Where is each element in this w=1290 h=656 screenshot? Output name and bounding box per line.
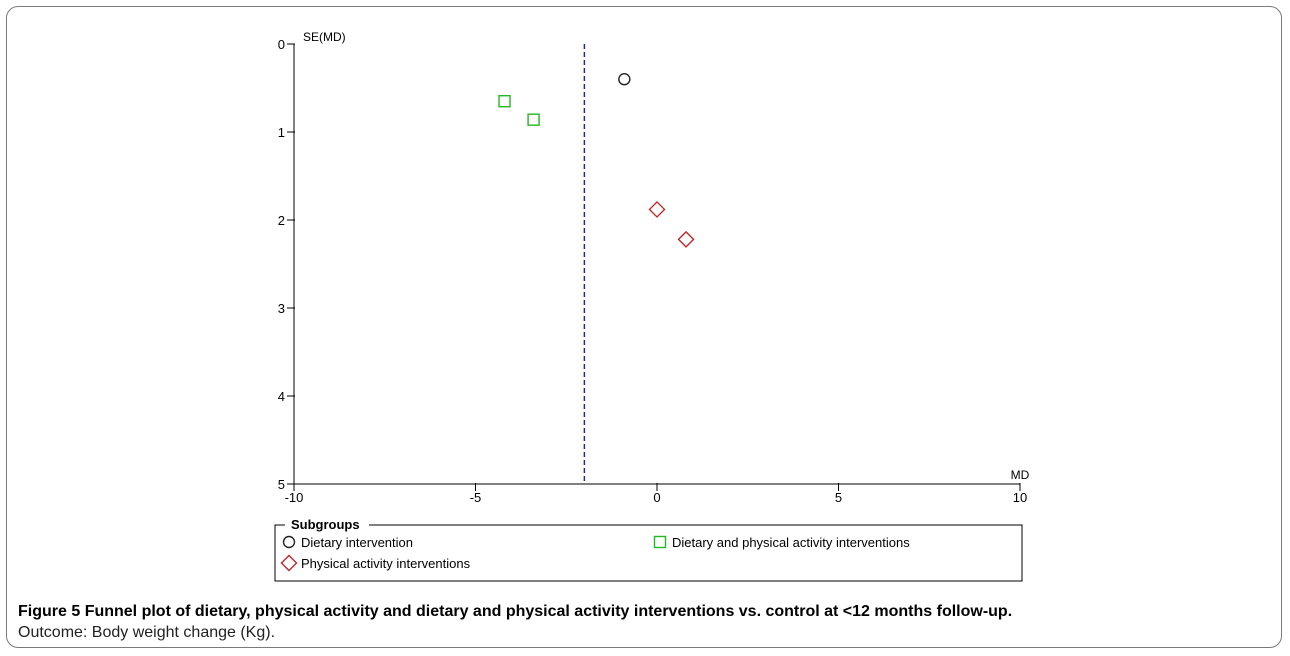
- legend-label: Dietary intervention: [301, 535, 413, 550]
- legend-marker-circle: [282, 535, 296, 549]
- caption-subtitle: Outcome: Body weight change (Kg).: [18, 624, 276, 641]
- caption-label: Figure 5: [18, 603, 81, 620]
- legend-box: [274, 524, 1023, 582]
- legend-label: Physical activity interventions: [301, 556, 471, 571]
- x-axis-label: MD: [1011, 468, 1030, 482]
- x-tick-label: 5: [835, 490, 842, 505]
- y-axis-label: SE(MD): [303, 30, 346, 44]
- data-point-square: [498, 94, 511, 108]
- legend-marker-square: [653, 535, 667, 549]
- y-tick-label: 5: [278, 477, 285, 492]
- legend-marker-diamond: [280, 554, 298, 572]
- legend: Subgroups Dietary intervention Dietary and…: [274, 517, 1023, 582]
- y-tick-label: 3: [278, 301, 285, 316]
- data-points: [498, 72, 695, 248]
- figure-frame: [6, 6, 1282, 648]
- data-point-diamond: [648, 200, 666, 218]
- x-tick-label: -5: [470, 490, 482, 505]
- y-tick-label: 0: [278, 37, 285, 52]
- legend-label: Dietary and physical activity interventi…: [672, 535, 910, 550]
- figure-caption: Figure 5 Funnel plot of dietary, physica…: [18, 601, 1268, 643]
- legend-title: Subgroups: [291, 517, 360, 532]
- x-tick-label: 10: [1013, 490, 1027, 505]
- y-tick-label: 4: [278, 389, 285, 404]
- x-tick-label: 0: [653, 490, 660, 505]
- y-tick-label: 2: [278, 213, 285, 228]
- x-tick-label: -10: [285, 490, 304, 505]
- data-point-circle: [618, 72, 631, 86]
- caption-title: Funnel plot of dietary, physical activit…: [84, 603, 1013, 620]
- y-tick-label: 1: [278, 125, 285, 140]
- data-point-square: [527, 113, 540, 126]
- data-point-diamond: [677, 230, 695, 248]
